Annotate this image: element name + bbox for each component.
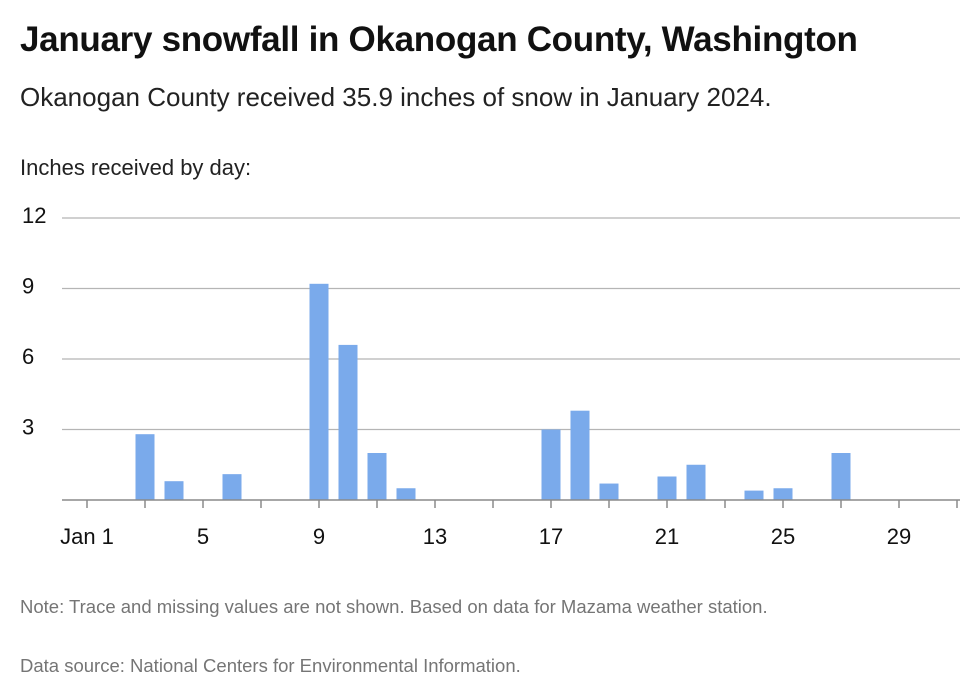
x-tick-label: 9	[313, 524, 325, 549]
chart-title: January snowfall in Okanogan County, Was…	[20, 20, 858, 59]
y-tick-label: 12	[22, 203, 46, 228]
y-tick-label: 6	[22, 344, 34, 369]
bar-day-9	[309, 283, 329, 500]
bar-day-11	[367, 453, 387, 500]
bar-day-22	[686, 464, 706, 500]
gridlines: 3 6 9 12	[22, 203, 960, 439]
x-axis: Jan 1 5 9 13 17 21 25 29	[60, 499, 960, 549]
x-tick-label: 5	[197, 524, 209, 549]
bars	[135, 283, 851, 500]
x-tick-label: 17	[539, 524, 563, 549]
bar-day-21	[657, 476, 677, 500]
bar-day-25	[773, 488, 793, 500]
y-axis-caption: Inches received by day:	[20, 155, 252, 180]
bar-day-6	[222, 474, 242, 500]
x-tick-label: Jan 1	[60, 524, 114, 549]
bar-day-18	[570, 410, 590, 500]
chart-note: Note: Trace and missing values are not s…	[20, 596, 768, 617]
data-source: Data source: National Centers for Enviro…	[20, 655, 521, 676]
y-tick-label: 3	[22, 414, 34, 439]
bar-day-17	[541, 429, 561, 500]
x-tick-label: 29	[887, 524, 911, 549]
y-tick-label: 9	[22, 273, 34, 298]
x-tick-label: 21	[655, 524, 679, 549]
x-tick-label: 13	[423, 524, 447, 549]
bar-day-27	[831, 453, 851, 500]
chart-subtitle: Okanogan County received 35.9 inches of …	[20, 82, 772, 112]
x-tick-label: 25	[771, 524, 795, 549]
bar-day-4	[164, 481, 184, 500]
bar-day-3	[135, 434, 155, 500]
bar-day-24	[744, 490, 764, 500]
bar-day-10	[338, 344, 358, 500]
bar-day-19	[599, 483, 619, 500]
bar-chart: 3 6 9 12 Jan 1 5 9 13 17 21 25 29	[22, 203, 960, 549]
bar-day-12	[396, 488, 416, 500]
